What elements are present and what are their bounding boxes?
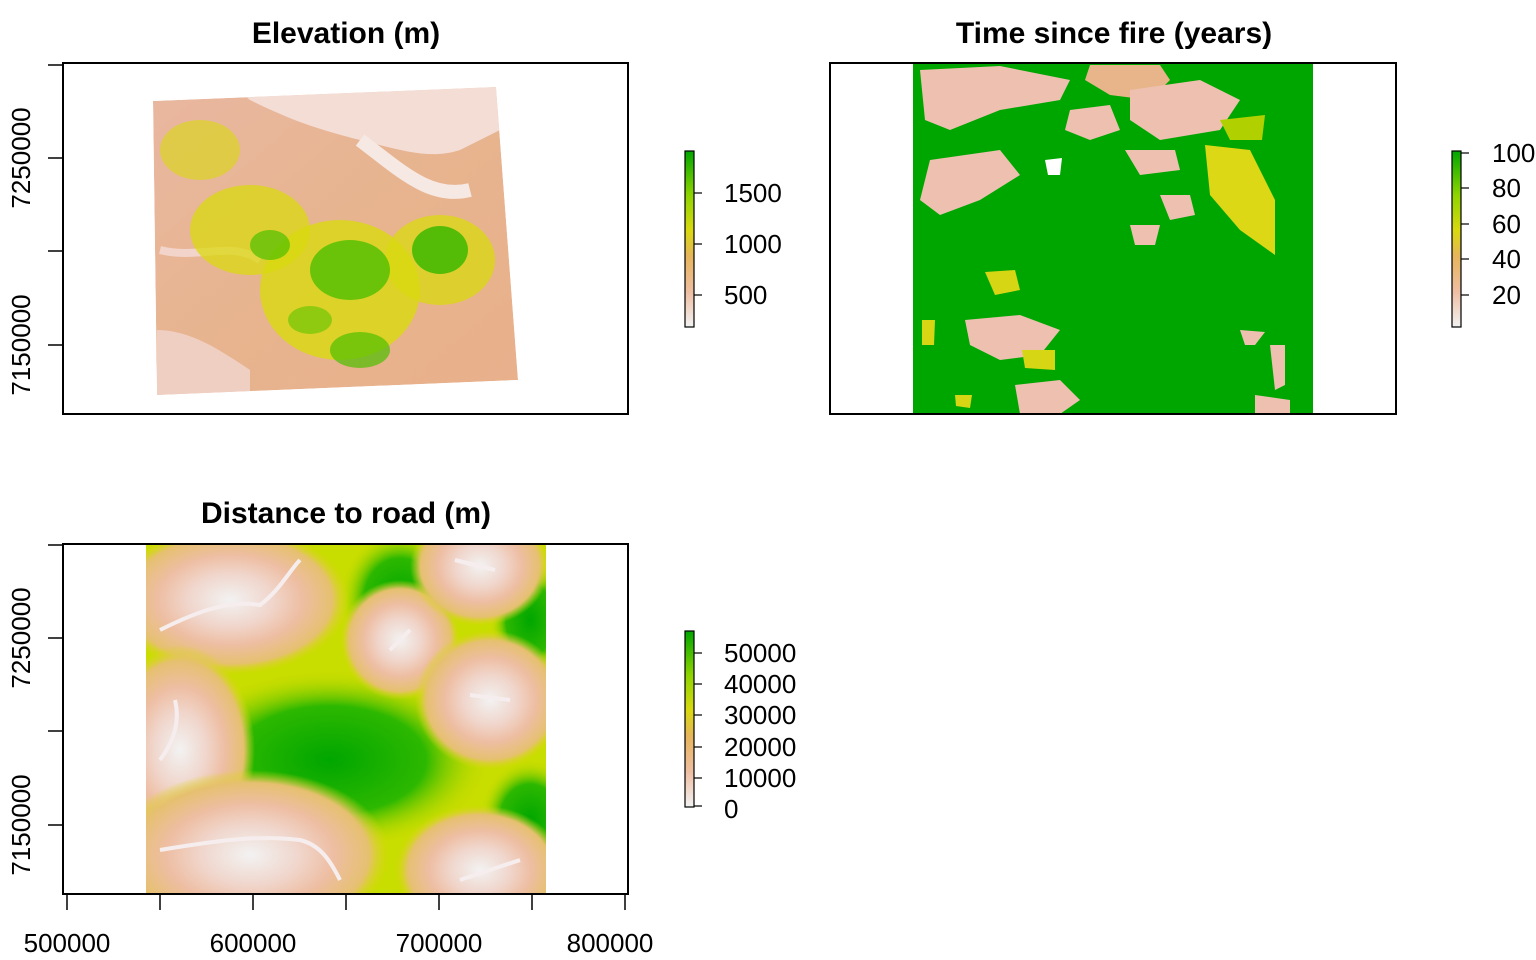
plot-frame: [829, 62, 1397, 415]
x-tick-label: 600000: [210, 928, 297, 958]
panel-title: Elevation (m): [252, 17, 440, 50]
panel-elevation: Elevation (m) 7250000 715000: [6, 17, 782, 415]
y-axis: 7250000 7150000: [6, 544, 63, 876]
legend-label: 40: [1492, 244, 1521, 274]
legend-road: 50000 40000 30000 20000 10000 0: [684, 630, 796, 824]
legend-colorbar: [684, 630, 695, 808]
y-axis: 7250000 7150000: [6, 64, 63, 396]
panel-fire: Time since fire (years): [829, 17, 1535, 415]
road-raster: [146, 544, 546, 894]
legend-label: 30000: [724, 700, 796, 730]
x-tick-label: 800000: [567, 928, 654, 958]
panel-title: Time since fire (years): [956, 17, 1272, 50]
legend-label: 1500: [724, 178, 782, 208]
legend-colorbar: [684, 150, 695, 328]
legend-label: 500: [724, 280, 767, 310]
legend-label: 80: [1492, 173, 1521, 203]
legend-label: 100: [1492, 138, 1535, 168]
y-tick-label: 7150000: [6, 294, 36, 395]
fire-raster: [913, 63, 1313, 414]
legend-label: 50000: [724, 638, 796, 668]
panel-title: Distance to road (m): [201, 497, 491, 530]
legend-label: 20: [1492, 280, 1521, 310]
panel-road: Distance to road (m): [6, 497, 796, 958]
legend-label: 20000: [724, 732, 796, 762]
legend-label: 60: [1492, 209, 1521, 239]
x-tick-label: 500000: [24, 928, 111, 958]
legend-fire: 100 80 60 40 20: [1451, 138, 1535, 328]
elevation-raster: [153, 87, 518, 395]
y-tick-label: 7150000: [6, 774, 36, 875]
legend-label: 0: [724, 794, 738, 824]
x-axis: 500000 600000 700000 800000: [24, 894, 654, 958]
y-tick-label: 7250000: [6, 587, 36, 688]
legend-colorbar: [1451, 150, 1462, 328]
legend-label: 40000: [724, 669, 796, 699]
x-tick-label: 700000: [396, 928, 483, 958]
plot-frame: [62, 62, 629, 415]
legend-label: 1000: [724, 229, 782, 259]
y-tick-label: 7250000: [6, 107, 36, 208]
legend-elevation: 1500 1000 500: [684, 150, 782, 328]
legend-label: 10000: [724, 763, 796, 793]
